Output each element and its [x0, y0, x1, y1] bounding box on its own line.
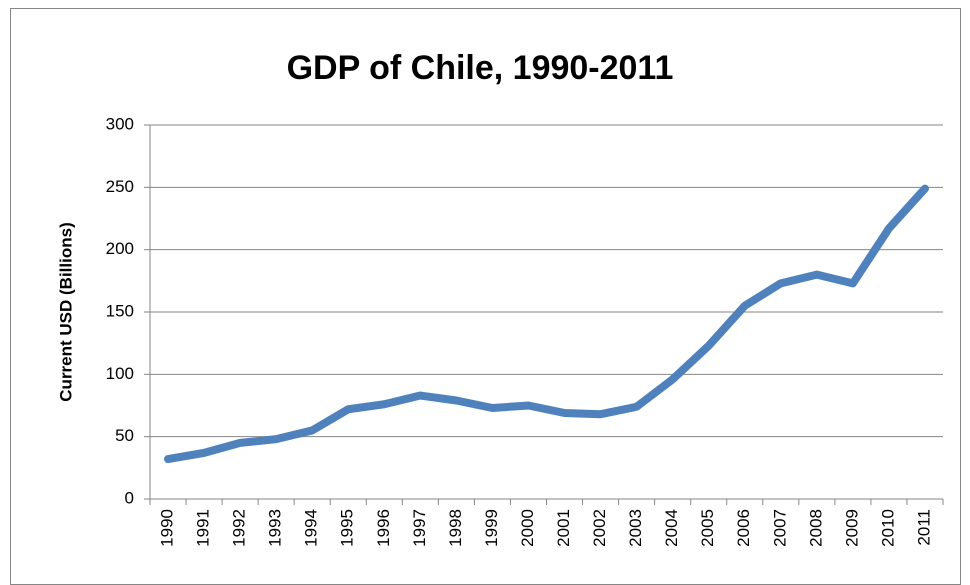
y-axis-label: Current USD (Billions)	[56, 222, 75, 401]
x-tick-label: 2003	[626, 509, 645, 547]
y-tick-label: 0	[125, 488, 134, 507]
x-tick-label: 2002	[590, 509, 609, 547]
chart-title: GDP of Chile, 1990-2011	[287, 49, 674, 87]
x-tick-label: 2009	[842, 509, 861, 547]
x-tick-label: 1990	[158, 509, 177, 547]
x-tick-label: 1995	[338, 509, 357, 547]
x-tick-label: 2008	[806, 509, 825, 547]
x-tick-label: 2007	[770, 509, 789, 547]
x-tick-label: 1996	[374, 509, 393, 547]
y-tick-label: 100	[106, 364, 134, 383]
x-tick-label: 2004	[662, 509, 681, 547]
y-tick-label: 150	[106, 301, 134, 320]
y-tick-label: 300	[106, 114, 134, 133]
x-tick-label: 1991	[194, 509, 213, 547]
chart-border	[10, 8, 961, 585]
y-tick-label: 50	[115, 426, 134, 445]
x-tick-label: 1999	[482, 509, 501, 547]
y-tick-label: 250	[106, 177, 134, 196]
x-tick-label: 1993	[266, 509, 285, 547]
x-tick-label: 2000	[518, 509, 537, 547]
x-tick-label: 2010	[878, 509, 897, 547]
x-tick-label: 1992	[230, 509, 249, 547]
data-line	[164, 184, 929, 464]
x-tick-label: 2006	[734, 509, 753, 547]
x-tick-label: 1994	[302, 509, 321, 547]
x-tick-label: 2001	[554, 509, 573, 547]
x-tick-label: 2005	[698, 509, 717, 547]
x-tick-label: 1998	[446, 509, 465, 547]
x-tick-label: 2011	[914, 509, 933, 546]
y-tick-label: 200	[106, 239, 134, 258]
x-tick-label: 1997	[410, 509, 429, 547]
